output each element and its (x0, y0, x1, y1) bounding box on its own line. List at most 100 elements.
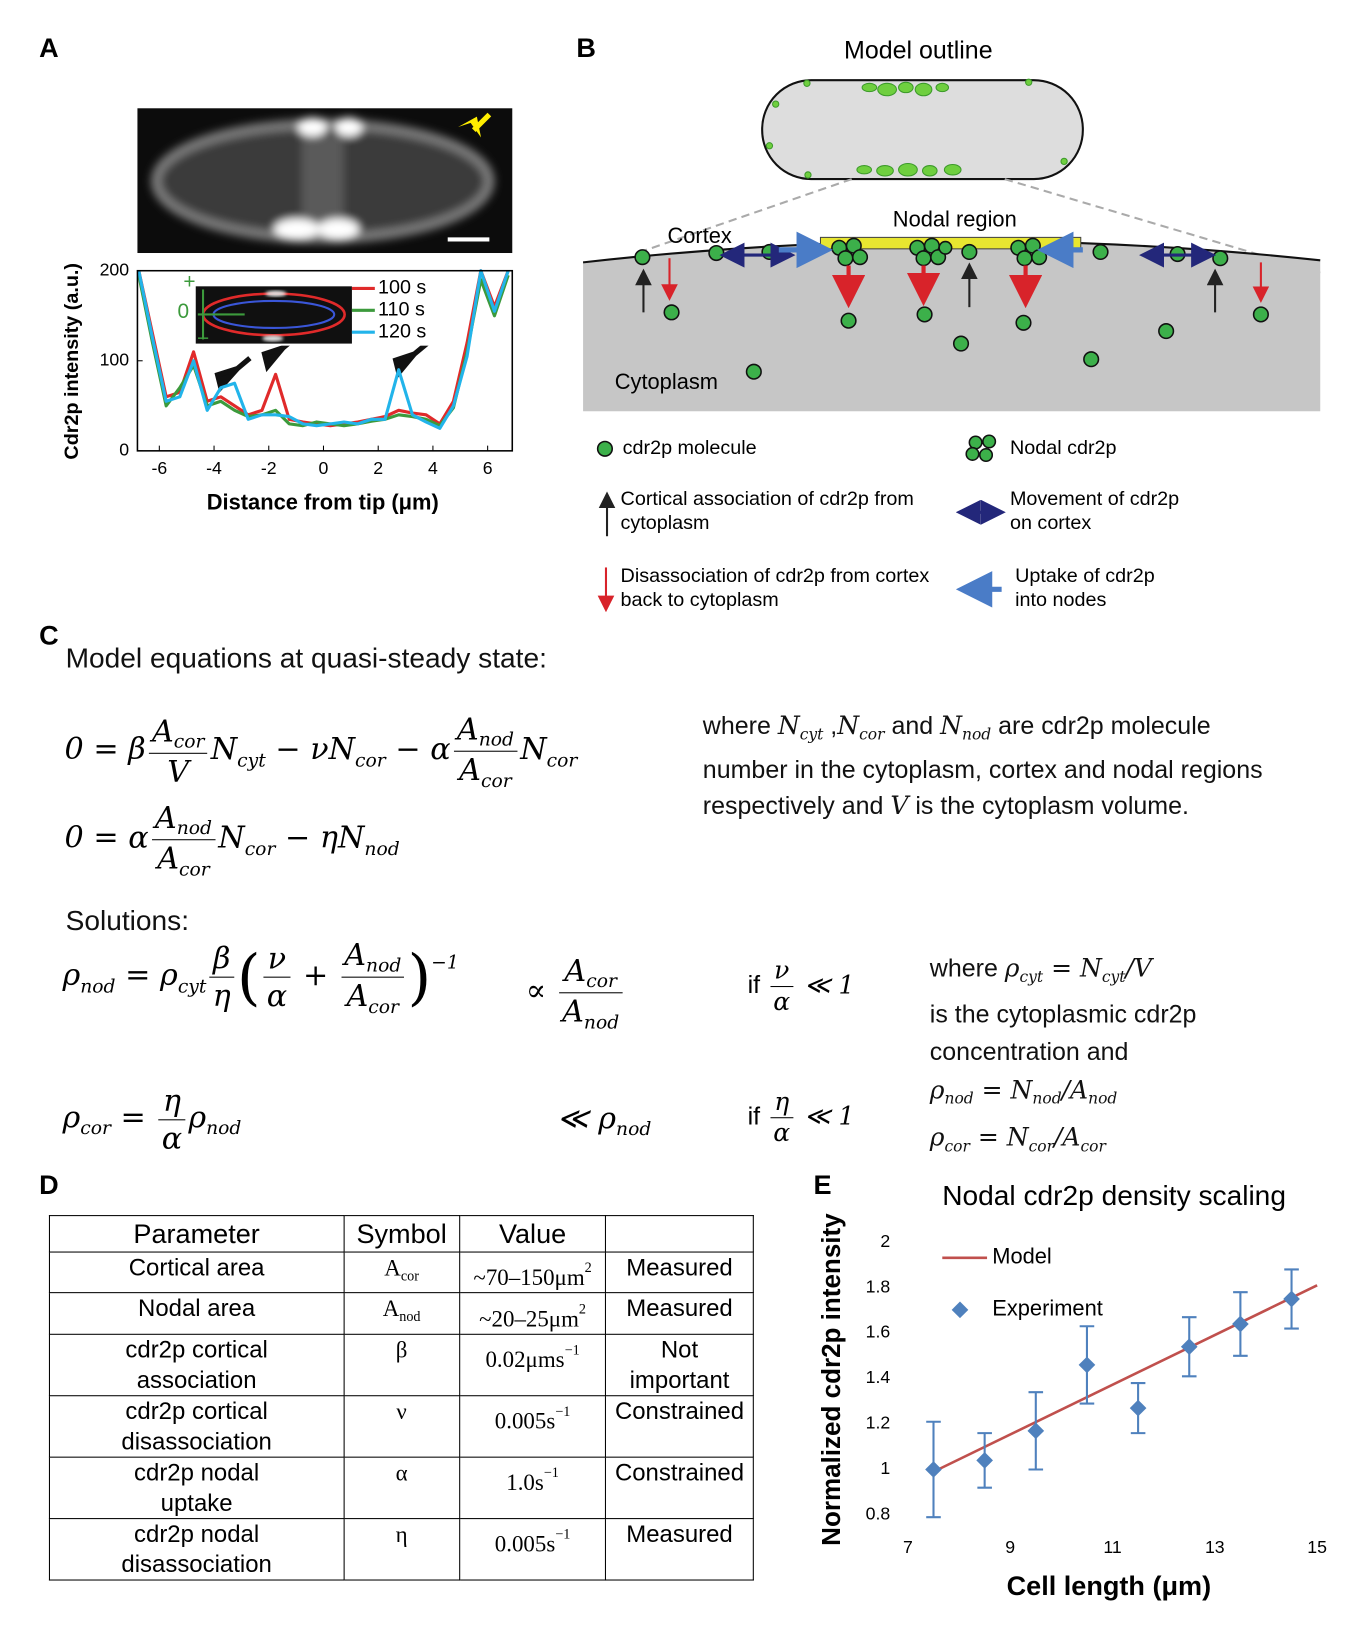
text-run: −1 (555, 1525, 571, 1542)
legend-text: back to cytoplasm (621, 589, 779, 611)
subscript: nod (962, 725, 991, 744)
cell-line: cdr2p cortical (125, 1335, 268, 1363)
y-axis-label: Normalized cdr2p intensity (816, 1213, 846, 1546)
numerator: Anod (341, 937, 405, 978)
inset-axis-label: 0 (177, 300, 189, 323)
cytoplasm-area (583, 241, 1321, 412)
header-cell (605, 1215, 754, 1253)
denominator: Acor (152, 841, 215, 881)
text-run: α (773, 1118, 791, 1148)
table-cell: cdr2p cortical association (48, 1333, 345, 1396)
table-row: cdr2p nodal uptake α 1.0s−1 Constrained (48, 1456, 754, 1519)
text-run: nod (478, 729, 514, 751)
text-run: A (1070, 1075, 1089, 1105)
legend-text: cdr2p molecule (623, 437, 757, 459)
table-cell: Not important (605, 1333, 754, 1396)
superscript: −1 (431, 951, 459, 974)
text-run: ( (236, 942, 261, 1013)
fraction: Acor Anod (558, 953, 623, 1034)
series-line (137, 269, 510, 430)
text-run: ~70–150μm (473, 1264, 585, 1291)
text-run: if (747, 971, 768, 1000)
data-point (1180, 1338, 1198, 1356)
x-tick-label: 13 (1205, 1537, 1225, 1557)
group: ν (268, 940, 286, 975)
symbol: Ncor (218, 819, 275, 860)
equation-note: where Ncyt ,Ncor and Nnod are cdr2p mole… (703, 708, 1265, 825)
text-run: ≪ (557, 1100, 599, 1136)
text-run: N (1010, 1075, 1033, 1105)
text-run: A (344, 937, 367, 973)
cell-line: association (136, 1365, 257, 1393)
text-run: A (1062, 1122, 1081, 1152)
cell-line: Measured (626, 1253, 733, 1281)
group: β (213, 940, 230, 975)
inset-axis-label: + (183, 271, 195, 294)
symbol: Ncor (520, 731, 577, 771)
y-axis-label: Cdr2p intensity (a.u.) (61, 263, 83, 460)
equations-heading: Model equations at quasi-steady state: (65, 642, 547, 674)
x-tick-label: 7 (903, 1537, 913, 1557)
subscript: cor (368, 996, 399, 1018)
y-tick-label: 200 (100, 259, 130, 279)
fraction: Anod Acor (151, 800, 216, 881)
numerator: β (209, 940, 234, 978)
table-cell: 0.02μms−1 (458, 1333, 607, 1396)
text-run: 0.005s (494, 1530, 556, 1557)
table-cell: cdr2p nodal uptake (48, 1456, 345, 1519)
denominator: α (770, 987, 793, 1017)
cell-line: Cortical area (128, 1253, 265, 1281)
cell-line: cdr2p nodal (134, 1458, 260, 1486)
text-run: / (1061, 1075, 1071, 1105)
legend-text: Movement of cdr2p (1010, 488, 1179, 510)
data-point (1027, 1422, 1045, 1440)
text-run: A (346, 977, 369, 1014)
group: ρcor = η α ρnod (62, 1083, 241, 1156)
text-run: −1 (431, 951, 459, 974)
x-tick-label: -4 (206, 458, 222, 478)
table-row: cdr2p cortical association β 0.02μms−1 Not im… (48, 1333, 754, 1396)
denominator: α (264, 978, 291, 1014)
table-row: cdr2p cortical disassociation ν 0.005s−1 Con… (48, 1394, 754, 1458)
x-tick-label: 9 (1005, 1537, 1015, 1557)
group: α (267, 978, 287, 1013)
text-run: N (218, 819, 245, 856)
group: ∝ Acor Anod (526, 953, 626, 1033)
group: Anod (456, 711, 514, 751)
text-run: β (395, 1336, 408, 1363)
table-cell: 0.005s−1 (458, 1394, 607, 1458)
text-run: A (157, 840, 180, 876)
group: Anod (344, 937, 401, 977)
legend-label: 100 s (378, 277, 426, 299)
y-tick-label: 100 (100, 349, 130, 369)
group: 0 = α Anod Acor Ncor − ηNnod (65, 800, 400, 881)
text-run: cor (859, 724, 885, 744)
text-run: A (456, 711, 479, 747)
data-point (925, 1461, 942, 1478)
symbol: ~20–25μm2 (479, 1301, 586, 1331)
symbol: Nnod (940, 711, 991, 743)
symbol: Acor (564, 953, 617, 993)
text-run: A (459, 752, 481, 788)
text-run: A (562, 993, 584, 1029)
table-cell: 1.0s−1 (458, 1456, 607, 1519)
legend-text: into nodes (1015, 589, 1106, 611)
symbol: Ncyt (1080, 954, 1126, 986)
numerator: Anod (151, 800, 216, 841)
text-run: cyt (237, 749, 266, 772)
text-run: cor (586, 970, 617, 993)
group: Anod (562, 993, 619, 1034)
cell-line: Nodal area (138, 1294, 256, 1322)
header-cell: Value (458, 1215, 607, 1253)
table-cell: ~20–25μm2 (458, 1292, 607, 1335)
text-run: nod (364, 837, 400, 860)
subscript: cor (80, 1118, 111, 1140)
table-row: Nodal area Anod ~20–25μm2 Measured (48, 1292, 754, 1335)
text-run: and (884, 712, 941, 741)
table-header: Parameter Symbol Value (48, 1215, 754, 1253)
text-run: cyt (177, 975, 207, 998)
subscript: cor (355, 749, 386, 771)
table-cell: Measured (605, 1517, 754, 1581)
